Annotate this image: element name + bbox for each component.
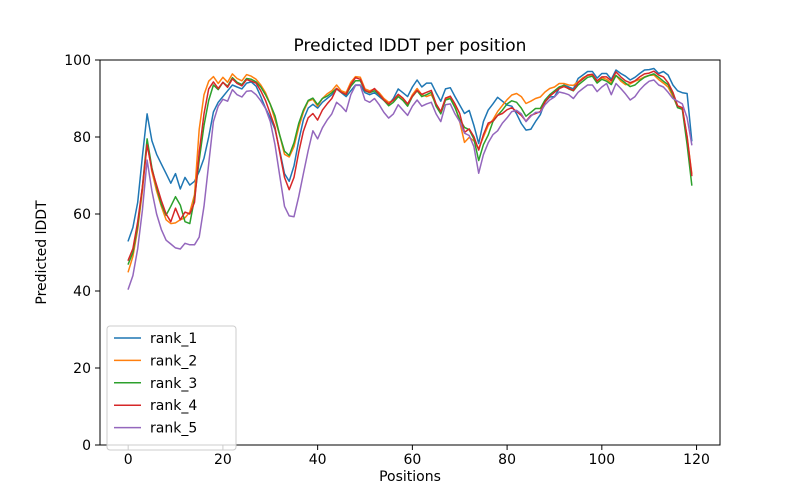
series-line-rank_5	[127, 79, 693, 290]
legend-item-rank_4: rank_4	[114, 398, 197, 414]
legend-item-label: rank_5	[150, 421, 197, 437]
y-axis-label: Predicted lDDT	[34, 200, 50, 305]
legend-item-label: rank_3	[150, 376, 197, 392]
legend-item-rank_5: rank_5	[114, 421, 197, 437]
legend-item-label: rank_2	[150, 353, 197, 369]
x-tick-label: 20	[214, 452, 232, 468]
x-tick-label: 100	[588, 452, 615, 468]
series-line-rank_4	[127, 70, 693, 261]
legend: rank_1 rank_2 rank_3 rank_4 rank_5	[106, 325, 237, 451]
y-tick-label: 80	[73, 130, 91, 146]
legend-item-label: rank_4	[150, 398, 197, 414]
series-line-rank_2	[127, 73, 693, 273]
x-tick-label: 120	[683, 452, 710, 468]
legend-item-rank_3: rank_3	[114, 376, 197, 392]
series-line-rank_1	[127, 67, 693, 242]
y-tick-label: 100	[64, 53, 91, 69]
y-tick-label: 0	[82, 438, 91, 454]
legend-item-label: rank_1	[150, 331, 197, 347]
legend-frame	[106, 325, 237, 451]
x-tick-label: 40	[309, 452, 327, 468]
y-tick-label: 20	[73, 361, 91, 377]
y-tick-label: 40	[73, 284, 91, 300]
x-tick-label: 80	[498, 452, 516, 468]
x-tick-label: 0	[124, 452, 133, 468]
x-tick-label: 60	[403, 452, 421, 468]
plot-area	[99, 59, 721, 446]
y-tick-label: 60	[73, 207, 91, 223]
x-axis-label: Positions	[379, 469, 441, 485]
series-lines	[127, 67, 693, 290]
axis-ticks: 0 20 40 60 80 100 120 0 20 40 60 80 100	[64, 53, 710, 468]
legend-item-rank_1: rank_1	[114, 331, 197, 347]
legend-item-rank_2: rank_2	[114, 353, 197, 369]
series-line-rank_3	[127, 73, 693, 265]
chart-title: Predicted lDDT per position	[294, 36, 527, 56]
